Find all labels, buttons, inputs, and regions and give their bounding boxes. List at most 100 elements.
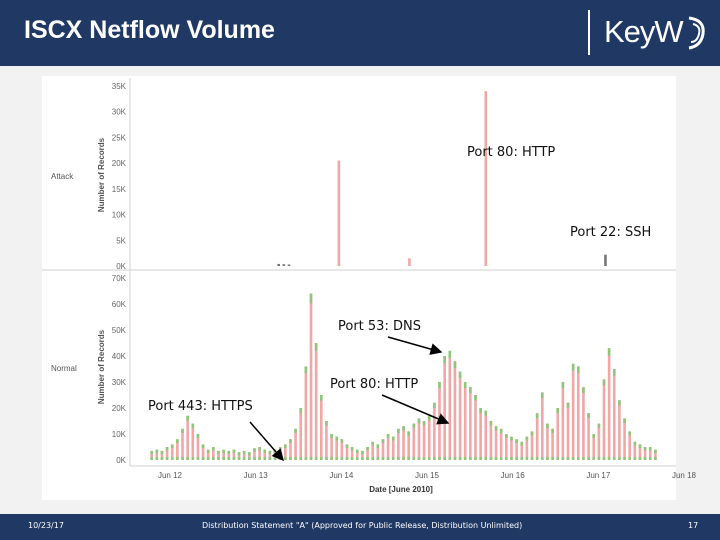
normal-bar	[319, 395, 323, 460]
normal-bar-base	[648, 457, 652, 460]
normal-bar	[335, 436, 339, 460]
normal-bar	[165, 447, 169, 460]
normal-bar-base	[330, 457, 333, 460]
normal-bar	[618, 400, 621, 460]
normal-bar-base	[571, 457, 575, 460]
normal-bar-base	[294, 457, 297, 460]
normal-bar-cap	[345, 444, 349, 449]
normal-bar-cap	[474, 395, 477, 401]
normal-bar	[170, 444, 174, 460]
normal-bar	[150, 450, 153, 460]
normal-bar-cap	[217, 450, 220, 455]
normal-bar-base	[556, 457, 560, 460]
normal-bar-base	[361, 457, 364, 460]
normal-bar-cap	[463, 382, 467, 389]
normal-bar-base	[618, 457, 621, 460]
normal-bar-base	[206, 457, 210, 460]
normal-bar-base	[165, 457, 169, 460]
normal-bar-cap	[453, 361, 457, 369]
normal-bar-cap	[515, 439, 518, 444]
normal-bar-cap	[319, 395, 323, 401]
normal-bar-cap	[628, 431, 631, 436]
normal-bar	[427, 415, 431, 460]
normal-bar-cap	[222, 449, 225, 454]
attack-panel: Attack Number of Records	[51, 137, 106, 212]
normal-bar	[438, 382, 441, 460]
normal-bar	[458, 371, 462, 460]
normal-bar-base	[623, 457, 626, 460]
normal-bar-base	[150, 457, 153, 460]
normal-bar-base	[160, 457, 164, 460]
normal-bar-base	[181, 457, 184, 460]
normal-bar-cap	[576, 366, 580, 374]
normal-bar-base	[212, 457, 215, 460]
normal-bar-cap	[520, 441, 524, 446]
normal-bar-cap	[191, 423, 195, 429]
normal-bar-base	[479, 457, 482, 460]
normal-bar-cap	[289, 439, 292, 444]
attack-y-axis-label: Number of Records	[97, 137, 106, 212]
normal-bar-base	[284, 457, 287, 460]
x-tick-label: Jun 14	[329, 471, 354, 480]
normal-row-label: Normal	[51, 364, 77, 373]
normal-bar	[535, 413, 539, 460]
normal-bar-base	[633, 457, 637, 460]
normal-bar-cap	[407, 431, 410, 436]
normal-bar	[248, 452, 251, 460]
attack-bar	[408, 258, 411, 266]
normal-bar	[340, 439, 344, 460]
attack-y-tick-label: 15K	[112, 185, 127, 194]
normal-bar	[294, 428, 297, 460]
normal-bar	[217, 450, 220, 460]
normal-bar	[474, 395, 477, 460]
normal-bar	[196, 434, 200, 460]
normal-bar	[623, 418, 626, 460]
normal-bar-cap	[150, 450, 153, 455]
normal-bar-base	[458, 457, 462, 460]
normal-bar-cap	[623, 418, 626, 424]
normal-y-tick-label: 30K	[112, 378, 127, 387]
normal-bar-base	[427, 457, 431, 460]
normal-bar-cap	[299, 408, 303, 414]
normal-bar-cap	[530, 431, 534, 436]
normal-bar-cap	[263, 449, 267, 454]
normal-bar-cap	[309, 293, 313, 304]
arrow-https	[249, 421, 284, 462]
normal-bar-base	[535, 457, 539, 460]
normal-bar-base	[561, 457, 565, 460]
normal-bar-base	[520, 457, 524, 460]
callout-attack-http: Port 80: HTTP	[467, 145, 555, 160]
normal-y-tick-label: 0K	[116, 456, 126, 465]
normal-bar-base	[474, 457, 477, 460]
normal-bar-base	[566, 457, 570, 460]
callout-attack-ssh: Port 22: SSH	[570, 225, 651, 240]
normal-bar	[453, 361, 457, 460]
normal-bar	[381, 439, 385, 460]
normal-bar	[309, 293, 313, 460]
normal-bar	[402, 426, 405, 460]
normal-bar-cap	[186, 415, 189, 421]
normal-bar-cap	[607, 348, 611, 356]
normal-bar-cap	[227, 450, 231, 455]
normal-bar	[155, 449, 159, 460]
normal-bar-base	[448, 457, 452, 460]
normal-bar-base	[546, 457, 549, 460]
normal-bar	[330, 434, 333, 460]
normal-bar-base	[412, 457, 416, 460]
normal-bar	[499, 428, 503, 460]
normal-bar	[242, 450, 246, 460]
normal-bar-cap	[499, 428, 503, 434]
normal-bar-cap	[340, 439, 344, 444]
normal-bar-cap	[433, 402, 436, 409]
keyw-logo: KeyW	[604, 14, 684, 49]
attack-bar	[282, 264, 286, 266]
attack-row-label: Attack	[51, 172, 74, 181]
normal-bar-base	[397, 457, 400, 460]
normal-bar	[561, 382, 565, 460]
normal-bar-base	[376, 457, 380, 460]
normal-bar-cap	[638, 444, 642, 449]
normal-bar	[489, 421, 493, 460]
normal-bar-cap	[484, 410, 488, 416]
normal-bar	[638, 444, 642, 460]
normal-bar	[212, 447, 215, 460]
